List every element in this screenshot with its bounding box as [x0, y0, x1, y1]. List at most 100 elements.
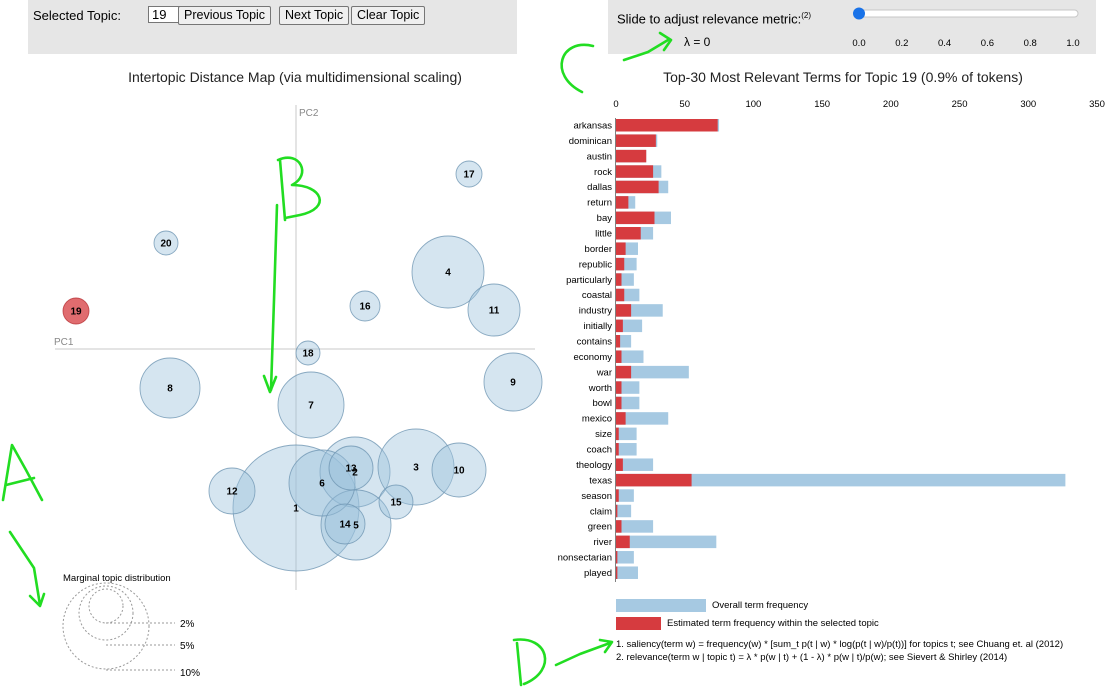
- topic-label-16: 16: [359, 302, 371, 313]
- topic-circle-19[interactable]: [62, 297, 90, 325]
- marginal-label-10pct: 10%: [180, 668, 200, 679]
- term-label[interactable]: dallas: [587, 182, 612, 193]
- topic-circle-1[interactable]: [232, 444, 360, 572]
- bar-chart-legend: Overall term frequency Estimated term fr…: [616, 599, 879, 630]
- relevance-slider[interactable]: 0.0 0.2 0.4 0.6 0.8 1.0: [852, 7, 1080, 50]
- x-axis-tick-labels: 0 50 100 150 200 250 300 350: [613, 99, 1105, 110]
- topic-circle-3[interactable]: [377, 428, 455, 506]
- topic-circle-8[interactable]: [139, 357, 201, 419]
- term-label[interactable]: border: [585, 244, 612, 255]
- x-tick-label: 200: [883, 99, 899, 110]
- topic-circle-20[interactable]: [153, 230, 179, 256]
- term-label[interactable]: mexico: [582, 414, 612, 425]
- term-label[interactable]: dominican: [569, 136, 612, 147]
- green-annotations: [1, 31, 673, 687]
- topic-circle-18[interactable]: [295, 340, 321, 366]
- term-label[interactable]: bay: [597, 213, 613, 224]
- topic-circle-10[interactable]: [431, 442, 487, 498]
- previous-topic-button[interactable]: Previous Topic: [178, 6, 272, 25]
- topic-circle-7[interactable]: [277, 371, 345, 439]
- overall-bar-river: [616, 535, 717, 549]
- topic-label-2: 2: [352, 468, 358, 479]
- topic-label-11: 11: [489, 306, 500, 317]
- topic-label-20: 20: [160, 239, 172, 250]
- topic-bar-worth: [616, 381, 622, 394]
- term-label[interactable]: initially: [583, 321, 612, 332]
- term-label[interactable]: bowl: [592, 398, 612, 409]
- term-label[interactable]: coach: [587, 445, 612, 456]
- topic-circle-16[interactable]: [349, 290, 381, 322]
- next-topic-button[interactable]: Next Topic: [279, 6, 350, 25]
- term-label[interactable]: little: [595, 229, 612, 240]
- term-label[interactable]: river: [594, 537, 612, 548]
- topic-bar-border: [616, 242, 626, 255]
- topic-circle-14[interactable]: [324, 503, 366, 545]
- term-label[interactable]: claim: [590, 506, 612, 517]
- term-label[interactable]: rock: [594, 167, 612, 178]
- topic-bar-particularly: [616, 273, 622, 286]
- slider-tick-label: 0.2: [895, 38, 908, 49]
- marginal-circle-5pct: [78, 585, 134, 641]
- term-label[interactable]: texas: [589, 475, 612, 486]
- topic-label-15: 15: [390, 498, 402, 509]
- topic-label-14: 14: [339, 520, 351, 531]
- term-label[interactable]: war: [596, 367, 612, 378]
- topic-bar-season: [616, 489, 619, 502]
- topic-bar-coastal: [616, 288, 625, 302]
- term-label[interactable]: size: [595, 429, 612, 440]
- slider-tick-label: 1.0: [1066, 38, 1079, 49]
- topic-bar-texas: [616, 473, 692, 487]
- topic-label-9: 9: [510, 378, 516, 389]
- slider-track[interactable]: [855, 9, 1079, 18]
- slider-tick-label: 0.4: [938, 38, 951, 49]
- topic-bar-claim: [616, 504, 618, 518]
- marginal-circle-10pct: [62, 582, 150, 670]
- topic-circle-17[interactable]: [455, 160, 483, 188]
- clear-topic-button[interactable]: Clear Topic: [351, 6, 426, 25]
- topic-bar-initially: [616, 319, 623, 333]
- term-label[interactable]: industry: [579, 306, 613, 317]
- topic-label-18: 18: [302, 349, 314, 360]
- term-label[interactable]: arkansas: [573, 121, 612, 132]
- topic-circle-12[interactable]: [208, 467, 256, 515]
- topic-circle-9[interactable]: [483, 352, 543, 412]
- topic-bar-size: [616, 427, 619, 441]
- term-label[interactable]: theology: [576, 460, 612, 471]
- term-label[interactable]: green: [588, 522, 612, 533]
- topic-label-13: 13: [345, 464, 357, 475]
- term-label[interactable]: austin: [587, 151, 612, 162]
- slider-thumb[interactable]: [853, 7, 865, 20]
- annotation-letter-c: [560, 31, 673, 94]
- term-label[interactable]: coastal: [582, 290, 612, 301]
- term-label[interactable]: return: [587, 198, 612, 209]
- relevant-terms-title: Top-30 Most Relevant Terms for Topic 19 …: [663, 69, 1023, 85]
- legend-swatch-topic: [616, 617, 661, 630]
- topic-circle-4[interactable]: [411, 235, 485, 309]
- topic-frequency-bars: [616, 119, 718, 579]
- topic-label-7: 7: [308, 401, 314, 412]
- term-label[interactable]: particularly: [566, 275, 612, 286]
- x-tick-label: 150: [814, 99, 830, 110]
- term-label[interactable]: nonsectarian: [558, 553, 612, 564]
- topic-circle-6[interactable]: [288, 449, 356, 517]
- term-label[interactable]: economy: [573, 352, 612, 363]
- overall-bar-green: [616, 520, 654, 533]
- topic-bar-economy: [616, 350, 622, 363]
- topic-controls-panel: Selected Topic: 19 Previous Topic Next T…: [28, 0, 517, 54]
- topic-circle-5[interactable]: [320, 489, 392, 561]
- topic-label-10: 10: [453, 466, 465, 477]
- term-label[interactable]: worth: [588, 383, 612, 394]
- topic-bar-little: [616, 227, 641, 240]
- topic-circle-13[interactable]: [328, 445, 374, 491]
- term-label[interactable]: season: [581, 491, 612, 502]
- topic-bar-austin: [616, 149, 647, 163]
- x-tick-label: 300: [1020, 99, 1036, 110]
- term-label[interactable]: played: [584, 568, 612, 579]
- topic-circle-15[interactable]: [378, 484, 414, 520]
- topic-circle-11[interactable]: [467, 283, 521, 337]
- topic-bar-theology: [616, 458, 623, 471]
- term-label[interactable]: republic: [579, 259, 613, 270]
- term-label[interactable]: contains: [577, 337, 613, 348]
